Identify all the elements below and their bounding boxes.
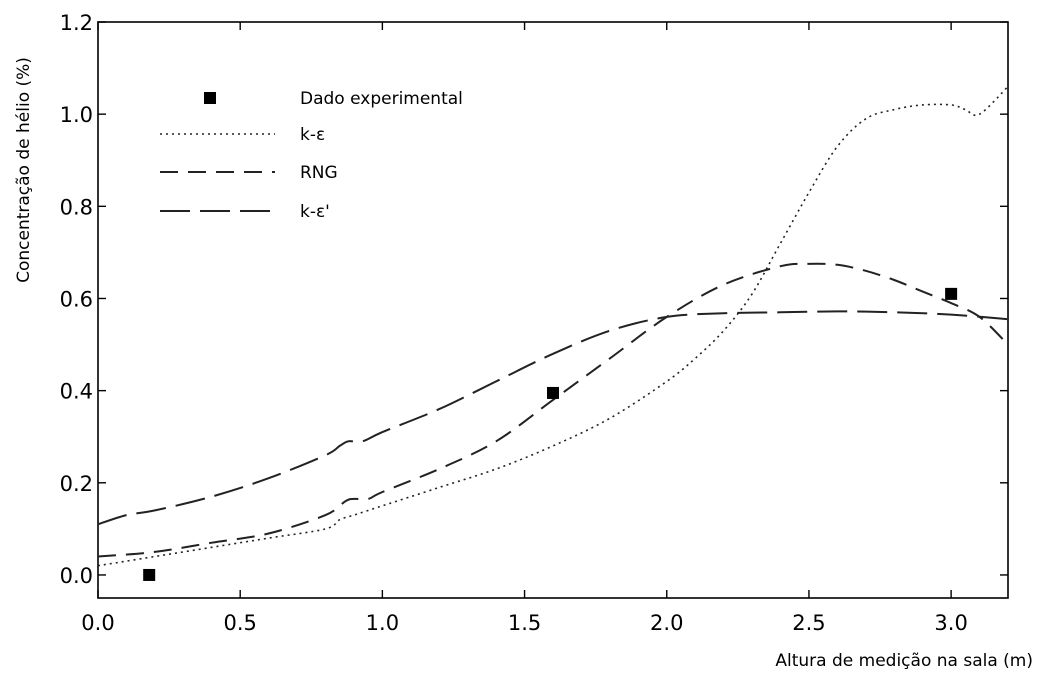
legend-label: k-ε xyxy=(300,125,325,145)
y-tick-label: 0.0 xyxy=(60,564,93,588)
legend-label: Dado experimental xyxy=(300,89,463,109)
y-tick-label: 0.6 xyxy=(60,287,93,311)
legend-label: RNG xyxy=(300,163,338,183)
x-tick-label: 1.0 xyxy=(366,611,399,635)
y-tick-label: 0.2 xyxy=(60,472,93,496)
x-tick-label: 3.0 xyxy=(934,611,967,635)
y-tick-label: 0.4 xyxy=(60,380,93,404)
x-tick-label: 2.0 xyxy=(650,611,683,635)
data-point-experimental xyxy=(945,287,958,300)
x-tick-label: 0.0 xyxy=(81,611,114,635)
legend-marker-square xyxy=(204,92,216,104)
x-axis-title: Altura de medição na sala (m) xyxy=(775,651,1033,671)
y-tick-label: 1.0 xyxy=(60,103,93,127)
data-point-experimental xyxy=(143,568,156,581)
y-tick-label: 0.8 xyxy=(60,195,93,219)
series-line-long-dashed xyxy=(97,310,1009,526)
plot-frame xyxy=(97,21,1009,599)
y-tick-label: 1.2 xyxy=(60,11,93,35)
x-tick-label: 0.5 xyxy=(223,611,256,635)
series-line-dashed xyxy=(97,262,1009,558)
legend-label: k-ε' xyxy=(300,202,330,222)
data-point-experimental xyxy=(547,386,559,399)
y-axis-title: Concentração de hélio (%) xyxy=(14,57,34,283)
x-tick-label: 1.5 xyxy=(508,611,541,635)
x-tick-label: 2.5 xyxy=(792,611,825,635)
series-line-dotted xyxy=(97,85,1009,567)
